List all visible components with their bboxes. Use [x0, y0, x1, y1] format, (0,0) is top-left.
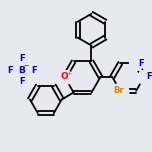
Text: F: F: [19, 54, 25, 63]
Text: F: F: [138, 59, 144, 68]
Text: F: F: [146, 73, 152, 81]
Text: Br: Br: [113, 86, 124, 95]
Text: +: +: [66, 71, 71, 76]
Text: O: O: [61, 73, 69, 81]
Text: −: −: [23, 63, 28, 67]
Text: B: B: [18, 66, 25, 74]
Text: F: F: [7, 66, 13, 74]
Text: F: F: [31, 66, 37, 74]
Text: F: F: [19, 78, 25, 86]
